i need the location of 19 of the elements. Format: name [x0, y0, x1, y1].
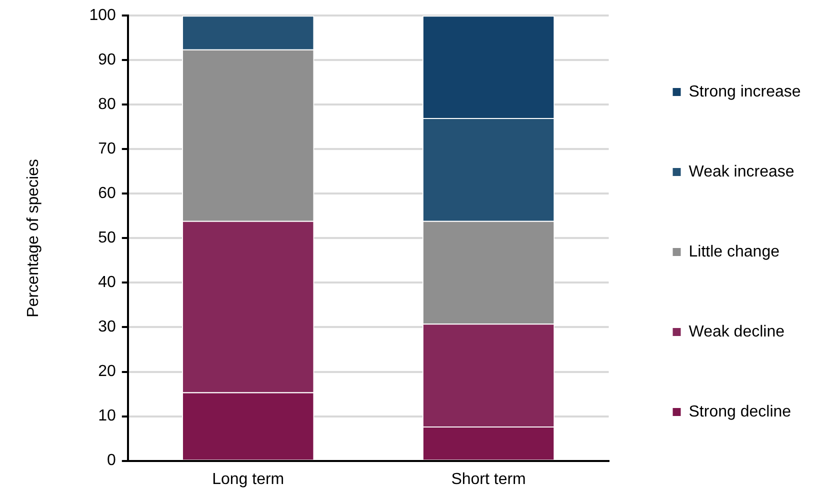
y-tick-label: 0: [106, 452, 116, 470]
legend-label: Little change: [688, 243, 780, 260]
legend-label: Strong decline: [688, 403, 792, 420]
legend-label: Strong increase: [688, 83, 801, 100]
y-tick-label: 10: [98, 408, 116, 425]
legend-label: Weak increase: [688, 163, 794, 180]
y-tick-label: 40: [98, 274, 116, 292]
y-tick-label: 90: [98, 52, 116, 69]
x-tick-label: Long term: [212, 470, 284, 488]
y-tick-label: 100: [89, 7, 116, 24]
legend-label: Weak decline: [688, 323, 785, 340]
y-tick-label: 80: [98, 96, 116, 114]
y-axis-title: Percentage of species: [25, 159, 42, 318]
y-tick-label: 20: [98, 363, 116, 380]
y-tick-label: 30: [98, 318, 116, 336]
y-tick-label: 60: [98, 185, 116, 202]
y-tick-label: 50: [98, 230, 116, 247]
y-tick-label: 70: [98, 140, 116, 158]
x-tick-label: Short term: [451, 470, 526, 488]
